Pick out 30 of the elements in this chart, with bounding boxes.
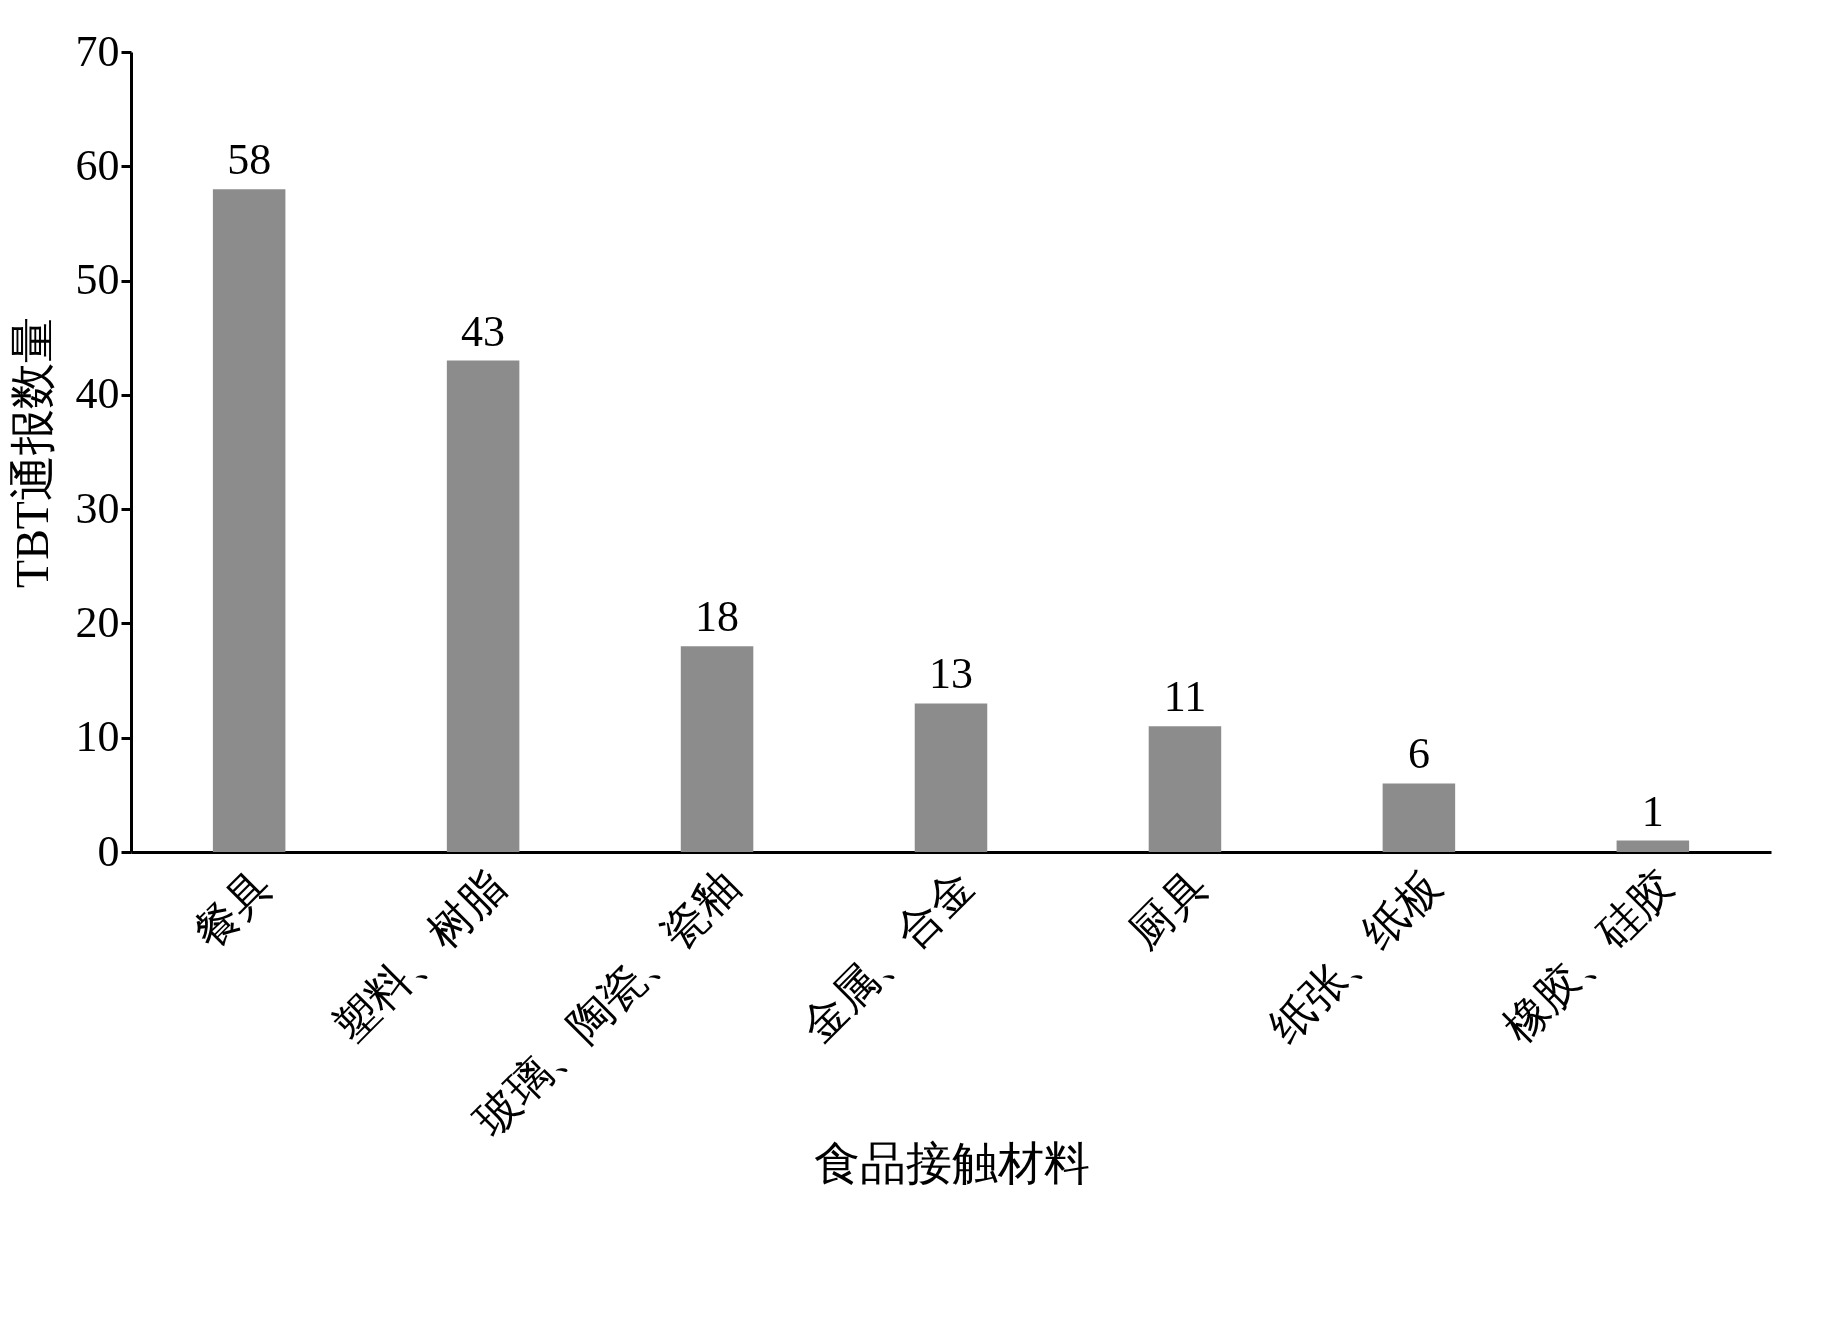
- bar: [1616, 840, 1690, 852]
- data-label: 1: [1641, 786, 1664, 836]
- bar: [446, 360, 520, 852]
- data-label: 18: [695, 592, 740, 642]
- x-tick-label: 餐具: [184, 861, 281, 959]
- y-axis-title: TBT通报数量: [6, 317, 58, 588]
- y-tick-label: 30: [75, 483, 120, 533]
- x-tick-label: 厨具: [1119, 861, 1217, 959]
- data-label: 11: [1163, 672, 1207, 722]
- bar: [914, 703, 988, 852]
- y-tick-label: 0: [97, 826, 120, 876]
- x-axis-title: 食品接触材料: [813, 1137, 1090, 1189]
- data-label: 43: [461, 306, 506, 356]
- data-label: 6: [1407, 729, 1430, 779]
- x-tick-label: 纸张、纸板: [1260, 861, 1451, 1052]
- data-label: 13: [929, 649, 973, 699]
- x-tick-label: 橡胶、硅胶: [1494, 861, 1685, 1052]
- y-tick-label: 60: [75, 140, 120, 190]
- bar: [1148, 726, 1222, 852]
- x-tick-label: 金属、合金: [792, 861, 983, 1052]
- y-tick-label: 70: [75, 26, 120, 76]
- bar: [212, 189, 286, 852]
- y-tick-label: 40: [75, 369, 120, 419]
- y-tick-label: 50: [75, 255, 120, 305]
- y-tick-label: 10: [75, 712, 120, 762]
- y-tick-label: 20: [75, 597, 120, 647]
- bar: [1382, 783, 1456, 852]
- x-tick-label: 塑料、树脂: [324, 861, 515, 1052]
- bar: [680, 646, 754, 852]
- data-label: 58: [227, 135, 272, 185]
